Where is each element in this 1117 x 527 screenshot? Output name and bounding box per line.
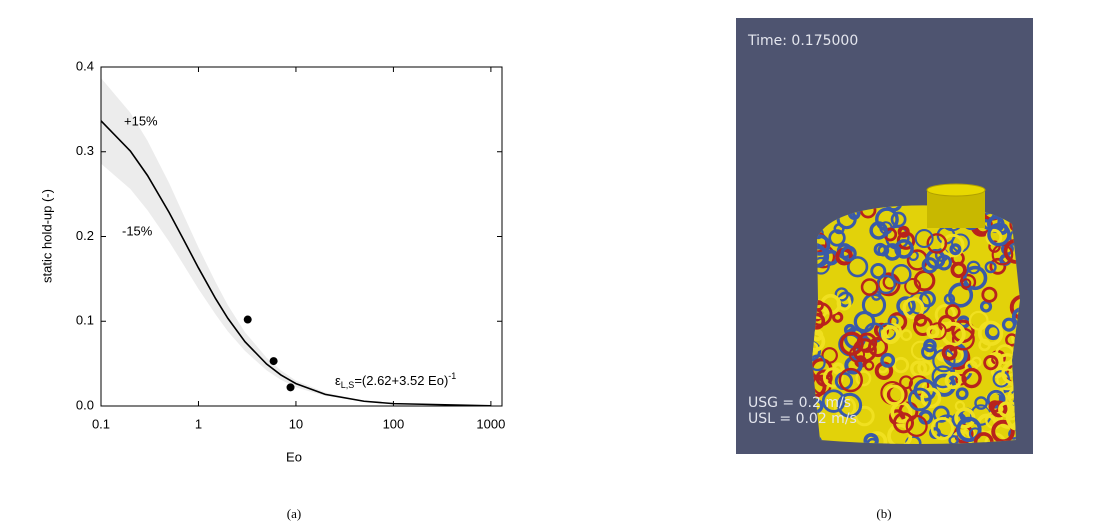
formula: εL,S=(2.62+3.52 Eo)-1: [335, 371, 456, 390]
formula-subscript: L,S: [341, 380, 355, 390]
y-tick-label: 0.2: [76, 228, 94, 243]
simulation-image: Time: 0.175000 USG = 0.2 m/s USL = 0.02 …: [736, 18, 1033, 454]
x-axis-label: Eo: [286, 449, 302, 464]
y-tick-label: 0.1: [76, 313, 94, 328]
x-tick-label: 1000: [476, 416, 505, 431]
y-axis-label: static hold-up (-): [39, 189, 54, 283]
y-tick-label: 0.3: [76, 143, 94, 158]
x-tick-label: 10: [289, 416, 303, 431]
band-upper-label: +15%: [124, 113, 158, 128]
time-label: Time: 0.175000: [747, 33, 858, 49]
formula-body: =(2.62+3.52 Eo): [354, 373, 448, 388]
caption-b: (b): [876, 506, 891, 521]
x-tick-label: 0.1: [92, 416, 110, 431]
data-point: [270, 357, 278, 365]
x-tick-label: 100: [383, 416, 405, 431]
data-point: [244, 316, 252, 324]
data-point: [287, 383, 295, 391]
caption-a: (a): [287, 506, 301, 521]
usg-label: USG = 0.2 m/s: [748, 395, 851, 411]
figure: 0.0 0.1 0.2 0.3 0.4 0.1 1 10 100 1000 static hold…: [0, 0, 1117, 527]
cylinder-top: [927, 184, 985, 196]
y-tick-label: 0.4: [76, 58, 94, 73]
usl-label: USL = 0.02 m/s: [748, 411, 857, 427]
band-lower-label: -15%: [122, 223, 153, 238]
y-tick-label: 0.0: [76, 397, 94, 412]
formula-superscript: -1: [448, 371, 456, 381]
x-tick-label: 1: [195, 416, 202, 431]
